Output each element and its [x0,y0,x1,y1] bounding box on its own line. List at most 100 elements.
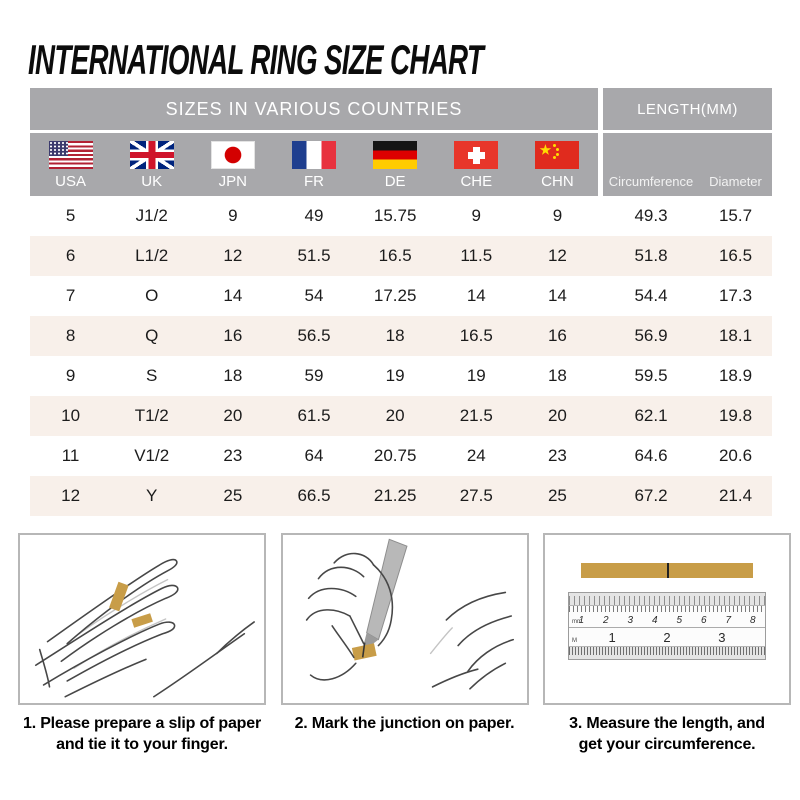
ruler-scale-divider [569,627,765,628]
table-cell: 16.5 [378,246,412,265]
ruler-number: 2 [602,615,609,626]
table-cell: 59.5 [634,366,668,385]
ruler: mm 1 2 3 4 5 6 7 8 M 1 2 3 [568,592,766,660]
usa-flag [48,141,93,169]
table-cell: 20.75 [373,446,417,465]
ruler-number: 1 [578,615,585,626]
china-flag [535,141,580,169]
step-2: 2. Mark the junction on paper. [280,533,529,756]
country-header-row: USA UK JPN FR DE CHE CHN Circumference Diamete… [30,133,772,196]
table-cell: 18.9 [718,366,753,385]
table-cell: 64 [304,446,324,465]
france-flag [291,141,336,169]
table-cell: 17.3 [718,286,753,305]
ruler-number: 3 [718,629,726,645]
table-cell: 49.3 [634,206,668,225]
ruler-number: 3 [627,615,634,626]
junction-mark [667,563,669,578]
table-cell: 18 [547,366,567,385]
ruler-fine-ticks [569,646,765,655]
mm-unit-label: mm [572,619,582,625]
ruler-number: 7 [725,615,732,626]
step-3: mm 1 2 3 4 5 6 7 8 M 1 2 3 3. Measure the length,… [543,533,791,756]
table-cell: 6 [65,246,76,265]
table-cell: 56.5 [297,326,331,345]
cm-tick-marks [569,606,765,612]
step-2-box [280,533,529,705]
table-cell: 5 [65,206,76,225]
table-cell: O [145,286,159,305]
table-cell: V1/2 [134,446,170,465]
country-columns: USA UK JPN FR DE CHE CHN [30,133,598,196]
table-cell: 61.5 [297,406,331,425]
table-cell: 16.5 [718,246,753,265]
table-cell: 66.5 [297,486,331,505]
table-cell: 51.5 [297,246,331,265]
country-column-header: USA [30,133,111,196]
table-cell: 14 [466,286,486,305]
inch-unit-label: M [572,638,577,644]
table-cell: Q [145,326,159,345]
table-row: 7 O 14 54 17.25 14 14 54.4 17.3 [30,276,772,316]
page-title: INTERNATIONAL RING SIZE CHART [28,36,484,83]
mark-junction-with-pen-illustration [305,538,514,690]
table-cell: 23 [547,446,567,465]
country-column-header: CHE [436,133,517,196]
japan-flag [210,141,255,169]
table-cell: 9 [65,366,76,385]
group-header-sizes: SIZES IN VARIOUS COUNTRIES [30,88,598,130]
country-label: JPN [218,173,248,190]
country-column-header: CHN [517,133,598,196]
table-cell: 9 [471,206,481,225]
table-cell: 15.7 [718,206,753,225]
strip-on-ruler-illustration: mm 1 2 3 4 5 6 7 8 M 1 2 3 [545,535,789,703]
country-label: DE [384,173,406,190]
table-row: 6 L1/2 12 51.5 16.5 11.5 12 51.8 16.5 [30,236,772,276]
table-cell: 18 [223,366,243,385]
table-cell: 21.4 [718,486,753,505]
step-2-caption: 2. Mark the junction on paper. [294,715,515,732]
table-cell: 64.6 [634,446,668,465]
table-cell: 16 [547,326,567,345]
table-row: 10 T1/2 20 61.5 20 21.5 20 62.1 19.8 [30,396,772,436]
table-cell: 14 [223,286,243,305]
ruler-number: 4 [651,615,658,626]
table-cell: 56.9 [634,326,668,345]
cm-numbers: mm 1 2 3 4 5 6 7 8 [569,612,765,627]
ruler-number: 2 [663,629,671,645]
table-cell: 21.5 [459,406,493,425]
country-label: USA [55,173,86,190]
table-cell: 12 [547,246,567,265]
paper-strip [581,563,753,578]
switzerland-flag [454,141,499,169]
group-header-length: LENGTH(MM) [603,88,772,130]
table-cell: 12 [61,486,81,505]
table-cell: 16 [223,326,243,345]
table-cell: 8 [65,326,76,345]
table-cell: 20 [385,406,405,425]
table-cell: 19.8 [718,406,753,425]
table-row: 8 Q 16 56.5 18 16.5 16 56.9 18.1 [30,316,772,356]
table-cell: T1/2 [134,406,169,425]
ruler-top-ticks [569,596,765,606]
table-cell: 17.25 [373,286,417,305]
table-cell: 20 [547,406,567,425]
table-cell: 59 [304,366,324,385]
hand-with-paper-strip-illustration [34,558,255,698]
inch-numbers: 1 2 3 [569,628,765,646]
table-cell: 9 [228,206,238,225]
table-body: 5 J1/2 9 49 15.75 9 9 49.3 15.7 6 L1/2 12 51.5 16.5 11… [30,196,772,516]
table-cell: 51.8 [634,246,668,265]
table-cell: 24 [466,446,486,465]
ruler-number: 1 [608,629,616,645]
table-cell: 19 [385,366,405,385]
table-cell: 19 [466,366,486,385]
table-cell: 7 [65,286,76,305]
table-cell: 20 [223,406,243,425]
germany-flag [373,141,418,169]
table-cell: 9 [552,206,563,225]
table-cell: 12 [223,246,243,265]
table-cell: 16.5 [459,326,493,345]
step-3-box: mm 1 2 3 4 5 6 7 8 M 1 2 3 [543,533,791,705]
